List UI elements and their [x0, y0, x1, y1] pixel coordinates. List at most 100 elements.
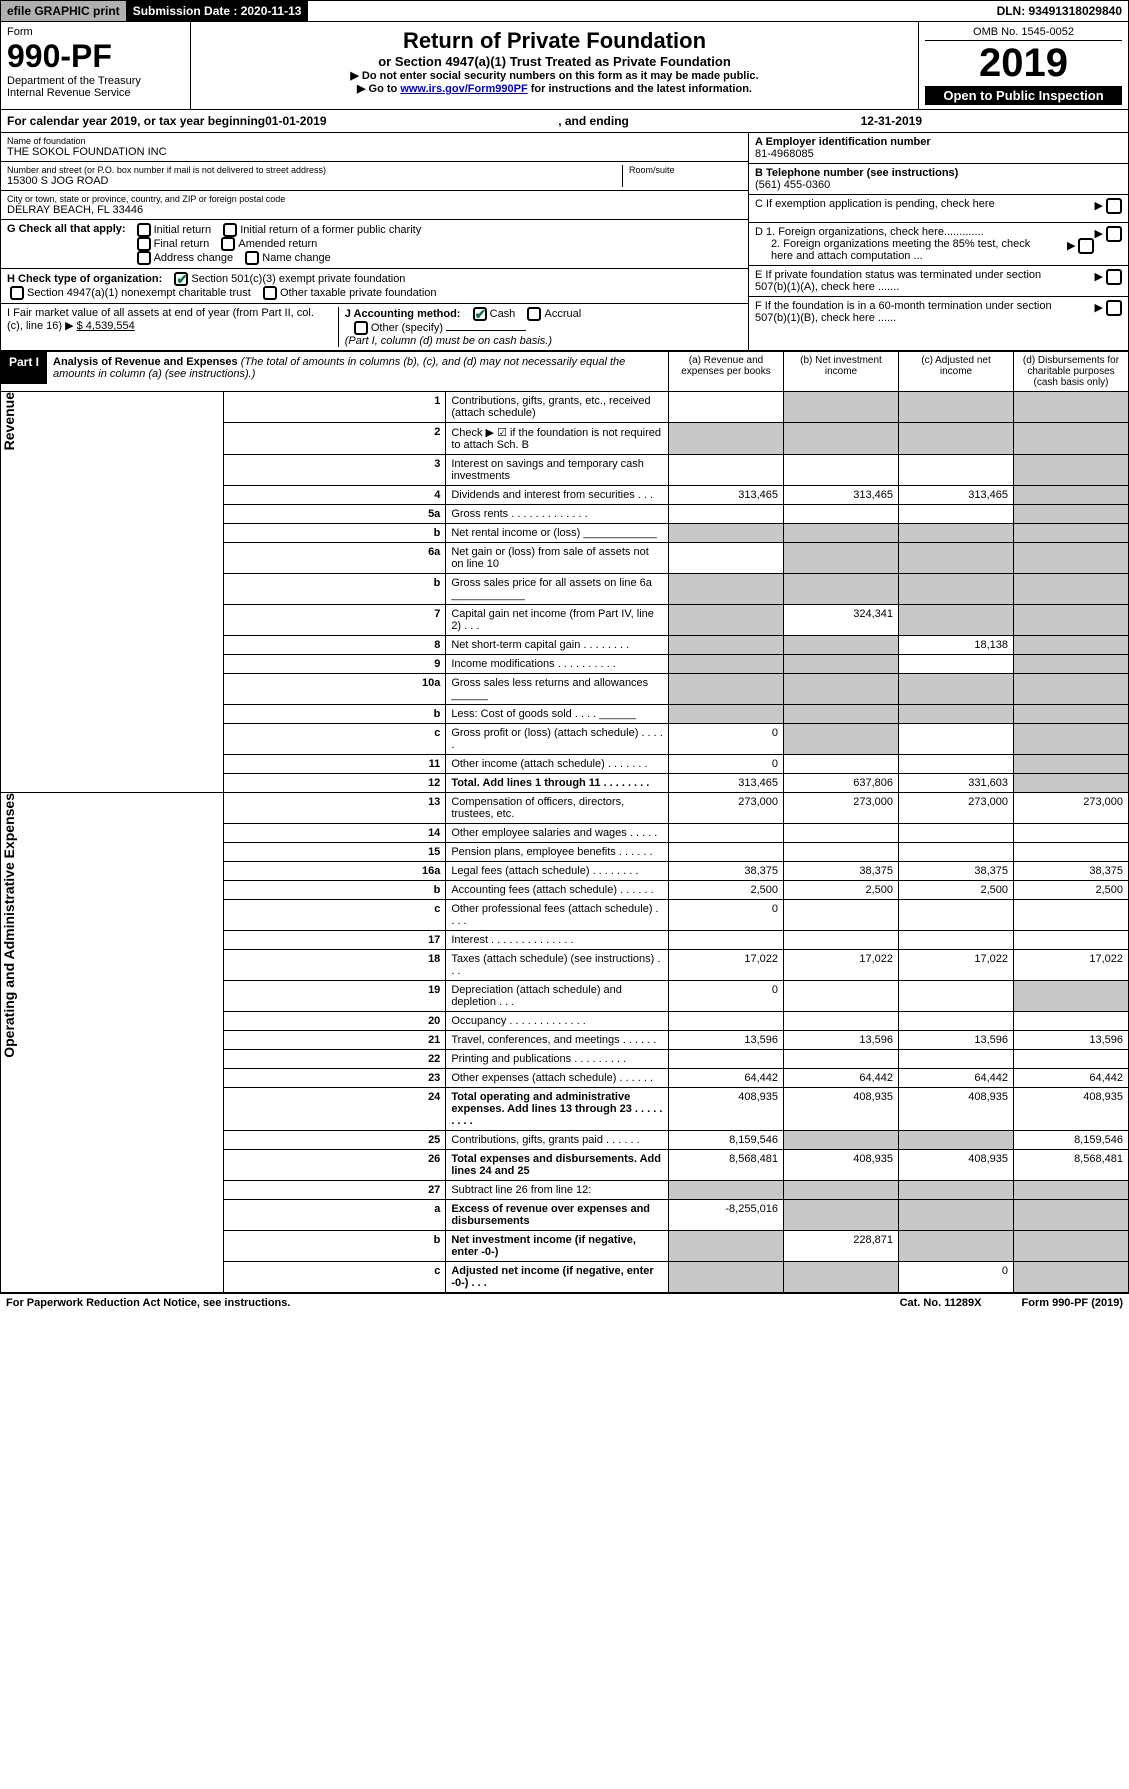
- chk-initial-former[interactable]: [223, 223, 237, 237]
- amt-cell: 17,022: [784, 950, 899, 981]
- city-label: City or town, state or province, country…: [7, 194, 742, 204]
- part1-table: Part I Analysis of Revenue and Expenses …: [0, 351, 1129, 1293]
- chk-4947[interactable]: [10, 286, 24, 300]
- form-title: Return of Private Foundation: [197, 28, 912, 54]
- amt-cell: 331,603: [899, 774, 1014, 793]
- g-o4: Amended return: [238, 238, 317, 250]
- efile-btn[interactable]: efile GRAPHIC print: [1, 1, 127, 21]
- amt-cell: [899, 724, 1014, 755]
- calendar-year-row: For calendar year 2019, or tax year begi…: [0, 110, 1129, 133]
- h-label: H Check type of organization:: [7, 273, 162, 285]
- amt-cell: 0: [899, 1262, 1014, 1293]
- row-num: 10a: [223, 674, 446, 705]
- chk-d1[interactable]: [1106, 226, 1122, 242]
- row-desc: Printing and publications . . . . . . . …: [446, 1050, 669, 1069]
- i-value: $ 4,539,554: [77, 320, 135, 332]
- form-header: Form 990-PF Department of the Treasury I…: [0, 22, 1129, 110]
- row-num: 25: [223, 1131, 446, 1150]
- part1-header-row: Part I Analysis of Revenue and Expenses …: [1, 352, 1129, 392]
- chk-addr[interactable]: [137, 251, 151, 265]
- amt-cell: 17,022: [899, 950, 1014, 981]
- amt-cell: [784, 981, 899, 1012]
- amt-cell: [784, 392, 899, 423]
- amt-cell: [1014, 605, 1129, 636]
- table-row: Operating and Administrative Expenses13C…: [1, 793, 1129, 824]
- amt-cell: 8,159,546: [669, 1131, 784, 1150]
- amt-cell: 64,442: [784, 1069, 899, 1088]
- c-label: C If exemption application is pending, c…: [755, 198, 995, 210]
- chk-501c3[interactable]: [174, 272, 188, 286]
- part1-label: Part I: [1, 352, 47, 384]
- amt-cell: [669, 1012, 784, 1031]
- row-num: 16a: [223, 862, 446, 881]
- amt-cell: [1014, 981, 1129, 1012]
- amt-cell: [669, 655, 784, 674]
- amt-cell: [899, 423, 1014, 455]
- amt-cell: [784, 423, 899, 455]
- amt-cell: [899, 524, 1014, 543]
- amt-cell: 408,935: [1014, 1088, 1129, 1131]
- row-desc: Gross profit or (loss) (attach schedule)…: [446, 724, 669, 755]
- chk-other-method[interactable]: [354, 321, 368, 335]
- amt-cell: 64,442: [899, 1069, 1014, 1088]
- chk-name[interactable]: [245, 251, 259, 265]
- chk-amended[interactable]: [221, 237, 235, 251]
- chk-e[interactable]: [1106, 269, 1122, 285]
- form-subtitle: or Section 4947(a)(1) Trust Treated as P…: [197, 54, 912, 69]
- amt-cell: [669, 524, 784, 543]
- row-desc: Adjusted net income (if negative, enter …: [446, 1262, 669, 1293]
- chk-final[interactable]: [137, 237, 151, 251]
- chk-cash[interactable]: [473, 307, 487, 321]
- amt-cell: [784, 1012, 899, 1031]
- row-num: 7: [223, 605, 446, 636]
- chk-initial[interactable]: [137, 223, 151, 237]
- amt-cell: [1014, 655, 1129, 674]
- name-label: Name of foundation: [7, 136, 742, 146]
- amt-cell: [1014, 505, 1129, 524]
- amt-cell: 273,000: [899, 793, 1014, 824]
- chk-d2[interactable]: [1078, 238, 1094, 254]
- chk-f[interactable]: [1106, 300, 1122, 316]
- amt-cell: [899, 900, 1014, 931]
- row-desc: Gross sales less returns and allowances …: [446, 674, 669, 705]
- amt-cell: [899, 1181, 1014, 1200]
- tax-year: 2019: [925, 41, 1122, 86]
- instr-2: ▶ Go to www.irs.gov/Form990PF for instru…: [197, 82, 912, 95]
- amt-cell: 408,935: [784, 1150, 899, 1181]
- row-num: b: [223, 705, 446, 724]
- h-o2: Section 4947(a)(1) nonexempt charitable …: [27, 287, 251, 299]
- addr-label: Number and street (or P.O. box number if…: [7, 165, 622, 175]
- amt-cell: [669, 636, 784, 655]
- amt-cell: [1014, 543, 1129, 574]
- row-desc: Check ▶ ☑ if the foundation is not requi…: [446, 423, 669, 455]
- e-cell: E If private foundation status was termi…: [749, 266, 1128, 297]
- amt-cell: 273,000: [669, 793, 784, 824]
- irs-link[interactable]: www.irs.gov/Form990PF: [400, 83, 527, 95]
- foot-left: For Paperwork Reduction Act Notice, see …: [6, 1297, 290, 1309]
- row-num: 24: [223, 1088, 446, 1131]
- chk-other-tax[interactable]: [263, 286, 277, 300]
- chk-c[interactable]: [1106, 198, 1122, 214]
- amt-cell: [784, 900, 899, 931]
- col-b-header: (b) Net investment income: [784, 352, 899, 392]
- amt-cell: 13,596: [1014, 1031, 1129, 1050]
- amt-cell: [899, 574, 1014, 605]
- amt-cell: 2,500: [899, 881, 1014, 900]
- c-cell: C If exemption application is pending, c…: [749, 195, 1128, 223]
- row-desc: Total. Add lines 1 through 11 . . . . . …: [446, 774, 669, 793]
- amt-cell: [899, 655, 1014, 674]
- chk-accrual[interactable]: [527, 307, 541, 321]
- amt-cell: 38,375: [899, 862, 1014, 881]
- amt-cell: [784, 931, 899, 950]
- h-o3: Other taxable private foundation: [280, 287, 437, 299]
- g-o1: Initial return: [154, 224, 211, 236]
- amt-cell: 2,500: [1014, 881, 1129, 900]
- row-num: 17: [223, 931, 446, 950]
- amt-cell: [669, 1050, 784, 1069]
- amt-cell: [1014, 1012, 1129, 1031]
- amt-cell: [1014, 931, 1129, 950]
- amt-cell: [669, 1181, 784, 1200]
- instr-1: ▶ Do not enter social security numbers o…: [197, 69, 912, 82]
- amt-cell: 0: [669, 755, 784, 774]
- row-desc: Other income (attach schedule) . . . . .…: [446, 755, 669, 774]
